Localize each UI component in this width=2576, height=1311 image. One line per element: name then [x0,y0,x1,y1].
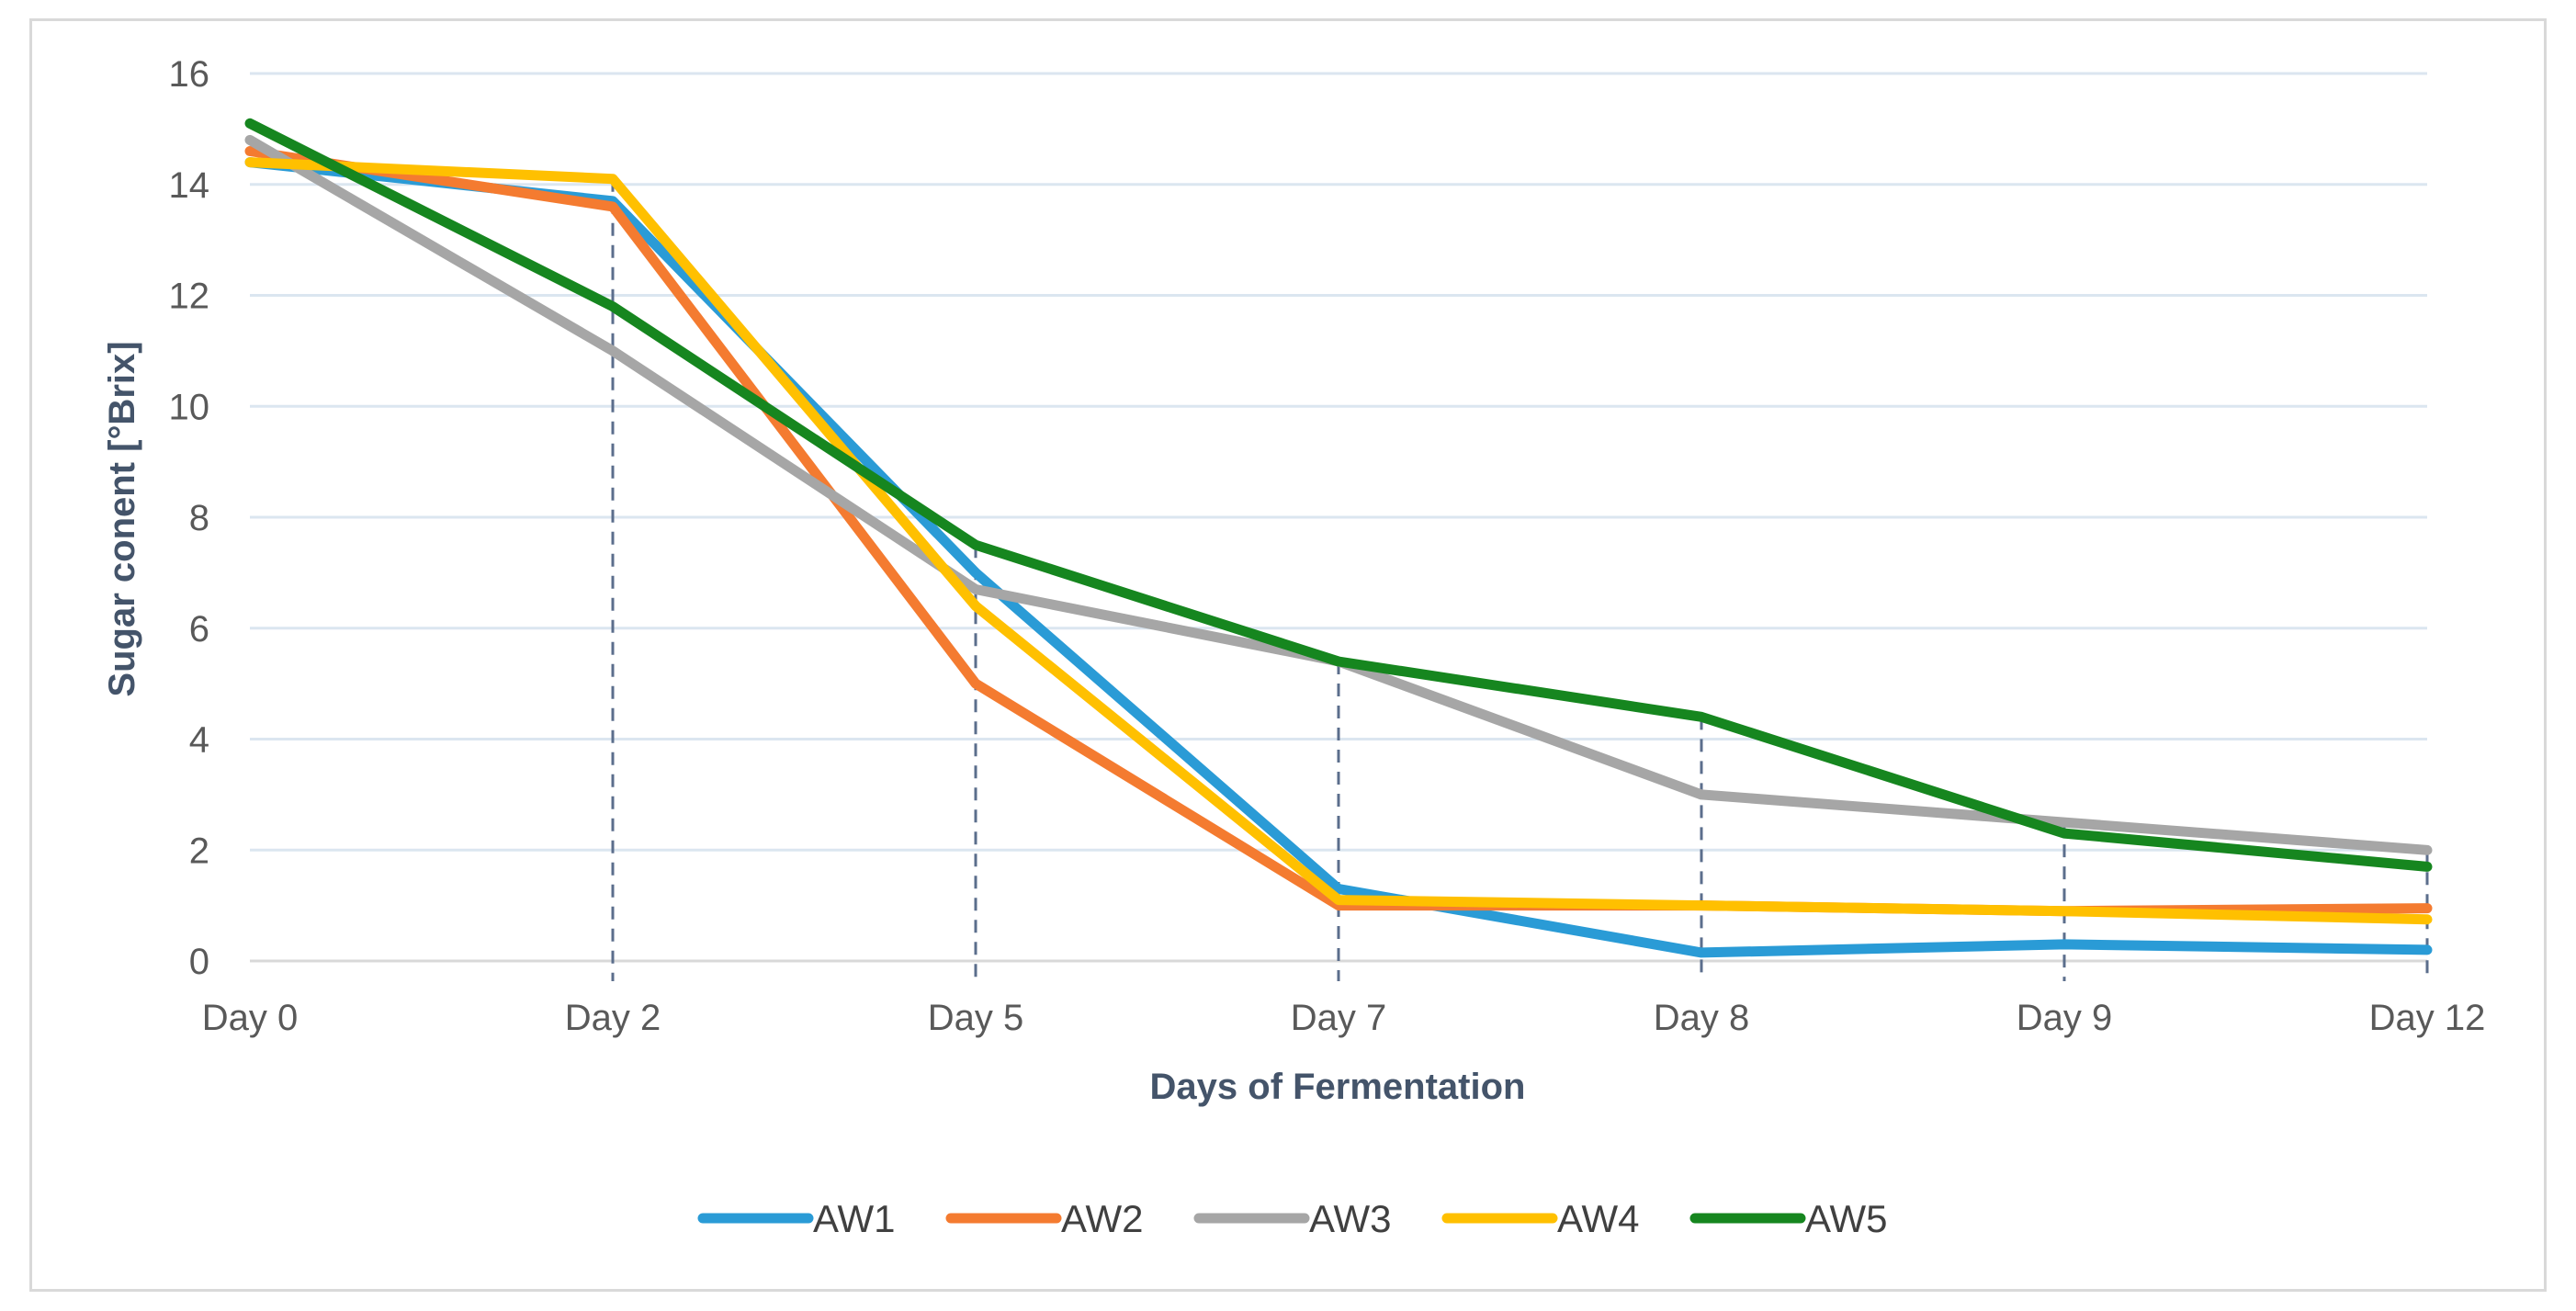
y-tick-label: 4 [189,720,209,761]
x-tick-label: Day 2 [565,998,661,1038]
y-tick-label: 12 [169,277,210,317]
series-lines [244,118,2433,958]
series-line-aw1 [244,157,2433,958]
y-tick-label: 16 [169,54,210,95]
legend-label: AW1 [813,1197,895,1240]
x-tick-label: Day 0 [202,998,299,1038]
y-tick-label: 8 [189,498,209,538]
y-tick-labels: 0 2 4 6 8 10 12 14 16 [169,54,210,982]
x-tick-label: Day 9 [2017,998,2113,1038]
x-tick-label: Day 12 [2369,998,2486,1038]
x-tick-labels: Day 0 Day 2 Day 5 Day 7 Day 8 Day 9 Day 12 [202,998,2486,1038]
y-tick-label: 0 [189,942,209,982]
series-line-aw4 [244,157,2433,925]
x-tick-label: Day 5 [928,998,1024,1038]
series-line-aw5 [244,118,2433,872]
legend-label: AW3 [1309,1197,1391,1240]
legend-label: AW2 [1061,1197,1143,1240]
x-axis-title: Days of Fermentation [1150,1067,1526,1107]
y-axis-title: Sugar conent [°Brix] [102,341,142,696]
drop-lines [611,178,2429,981]
legend-label: AW4 [1557,1197,1639,1240]
x-tick-label: Day 8 [1654,998,1750,1038]
series-line-aw3 [244,134,2433,855]
legend-label: AW5 [1805,1197,1887,1240]
y-tick-label: 6 [189,609,209,650]
y-tick-label: 2 [189,831,209,871]
legend: AW1 AW2 AW3 AW4 AW5 [697,1197,1887,1240]
y-tick-label: 10 [169,387,210,427]
x-tick-label: Day 7 [1291,998,1387,1038]
y-tick-label: 14 [169,165,210,206]
